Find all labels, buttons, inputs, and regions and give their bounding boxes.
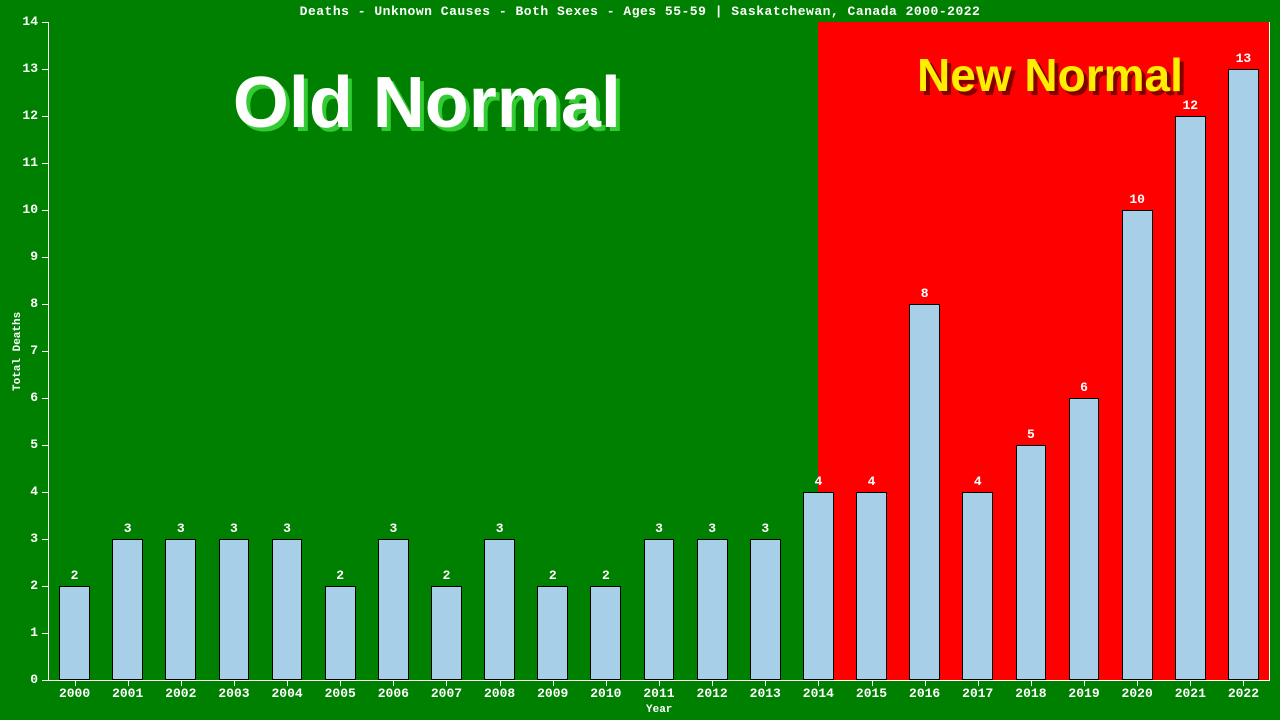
x-tick-label: 2004	[261, 686, 314, 701]
bar	[1122, 210, 1153, 680]
bar	[165, 539, 196, 680]
bar-value-label: 3	[101, 521, 154, 536]
x-tick-label: 2011	[632, 686, 685, 701]
y-tick-label: 5	[8, 437, 38, 452]
x-tick-label: 2019	[1057, 686, 1110, 701]
bar-value-label: 3	[261, 521, 314, 536]
x-tick-label: 2008	[473, 686, 526, 701]
x-tick-label: 2012	[686, 686, 739, 701]
y-tick-label: 13	[8, 61, 38, 76]
bar	[909, 304, 940, 680]
chart-title: Deaths - Unknown Causes - Both Sexes - A…	[0, 4, 1280, 19]
y-tick-label: 10	[8, 202, 38, 217]
bar-value-label: 3	[367, 521, 420, 536]
x-tick-label: 2014	[792, 686, 845, 701]
y-tick-label: 12	[8, 108, 38, 123]
x-tick-label: 2006	[367, 686, 420, 701]
bar-value-label: 12	[1164, 98, 1217, 113]
x-tick-label: 2018	[1004, 686, 1057, 701]
bar	[325, 586, 356, 680]
bar	[59, 586, 90, 680]
bar-value-label: 3	[154, 521, 207, 536]
x-tick-label: 2021	[1164, 686, 1217, 701]
x-axis-line	[48, 680, 1270, 681]
bar	[1016, 445, 1047, 680]
bar	[962, 492, 993, 680]
y-tick-label: 2	[8, 578, 38, 593]
bar-value-label: 13	[1217, 51, 1270, 66]
x-tick-label: 2016	[898, 686, 951, 701]
bar	[803, 492, 834, 680]
y-tick-label: 3	[8, 531, 38, 546]
old-normal-label: Old Normal	[233, 62, 621, 144]
bar	[1175, 116, 1206, 680]
bar	[537, 586, 568, 680]
y-tick-label: 4	[8, 484, 38, 499]
x-tick-label: 2005	[314, 686, 367, 701]
bar	[431, 586, 462, 680]
bar-value-label: 3	[473, 521, 526, 536]
y-tick-label: 0	[8, 672, 38, 687]
bar	[1228, 69, 1259, 680]
bar-value-label: 3	[686, 521, 739, 536]
y-tick-label: 1	[8, 625, 38, 640]
bar	[644, 539, 675, 680]
y-tick-label: 6	[8, 390, 38, 405]
bar-value-label: 3	[207, 521, 260, 536]
bar-value-label: 2	[526, 568, 579, 583]
bar-value-label: 3	[632, 521, 685, 536]
bar-value-label: 4	[792, 474, 845, 489]
y-axis-line-right	[1269, 22, 1270, 680]
bar-value-label: 2	[314, 568, 367, 583]
x-tick-label: 2000	[48, 686, 101, 701]
x-tick-label: 2001	[101, 686, 154, 701]
y-tick-label: 14	[8, 14, 38, 29]
bar-value-label: 2	[48, 568, 101, 583]
x-tick-label: 2015	[845, 686, 898, 701]
x-tick-label: 2013	[739, 686, 792, 701]
x-tick-label: 2017	[951, 686, 1004, 701]
bar	[219, 539, 250, 680]
y-tick-label: 7	[8, 343, 38, 358]
bar-value-label: 4	[951, 474, 1004, 489]
bar-value-label: 2	[579, 568, 632, 583]
x-tick-label: 2009	[526, 686, 579, 701]
y-tick-label: 8	[8, 296, 38, 311]
bar-value-label: 4	[845, 474, 898, 489]
bar-value-label: 5	[1004, 427, 1057, 442]
bar	[484, 539, 515, 680]
bar	[856, 492, 887, 680]
bar-value-label: 6	[1057, 380, 1110, 395]
bar	[378, 539, 409, 680]
bar-value-label: 2	[420, 568, 473, 583]
bar	[750, 539, 781, 680]
x-tick-label: 2022	[1217, 686, 1270, 701]
bar	[697, 539, 728, 680]
y-tick-label: 9	[8, 249, 38, 264]
bar	[1069, 398, 1100, 680]
x-tick-label: 2002	[154, 686, 207, 701]
bar-value-label: 3	[739, 521, 792, 536]
y-tick-label: 11	[8, 155, 38, 170]
x-tick-label: 2010	[579, 686, 632, 701]
bar	[112, 539, 143, 680]
bar-value-label: 10	[1111, 192, 1164, 207]
bar	[590, 586, 621, 680]
x-tick-label: 2003	[207, 686, 260, 701]
x-tick-label: 2020	[1111, 686, 1164, 701]
bar-value-label: 8	[898, 286, 951, 301]
x-axis-title: Year	[646, 704, 672, 716]
new-normal-label: New Normal	[917, 48, 1183, 102]
bar	[272, 539, 303, 680]
x-tick-label: 2007	[420, 686, 473, 701]
